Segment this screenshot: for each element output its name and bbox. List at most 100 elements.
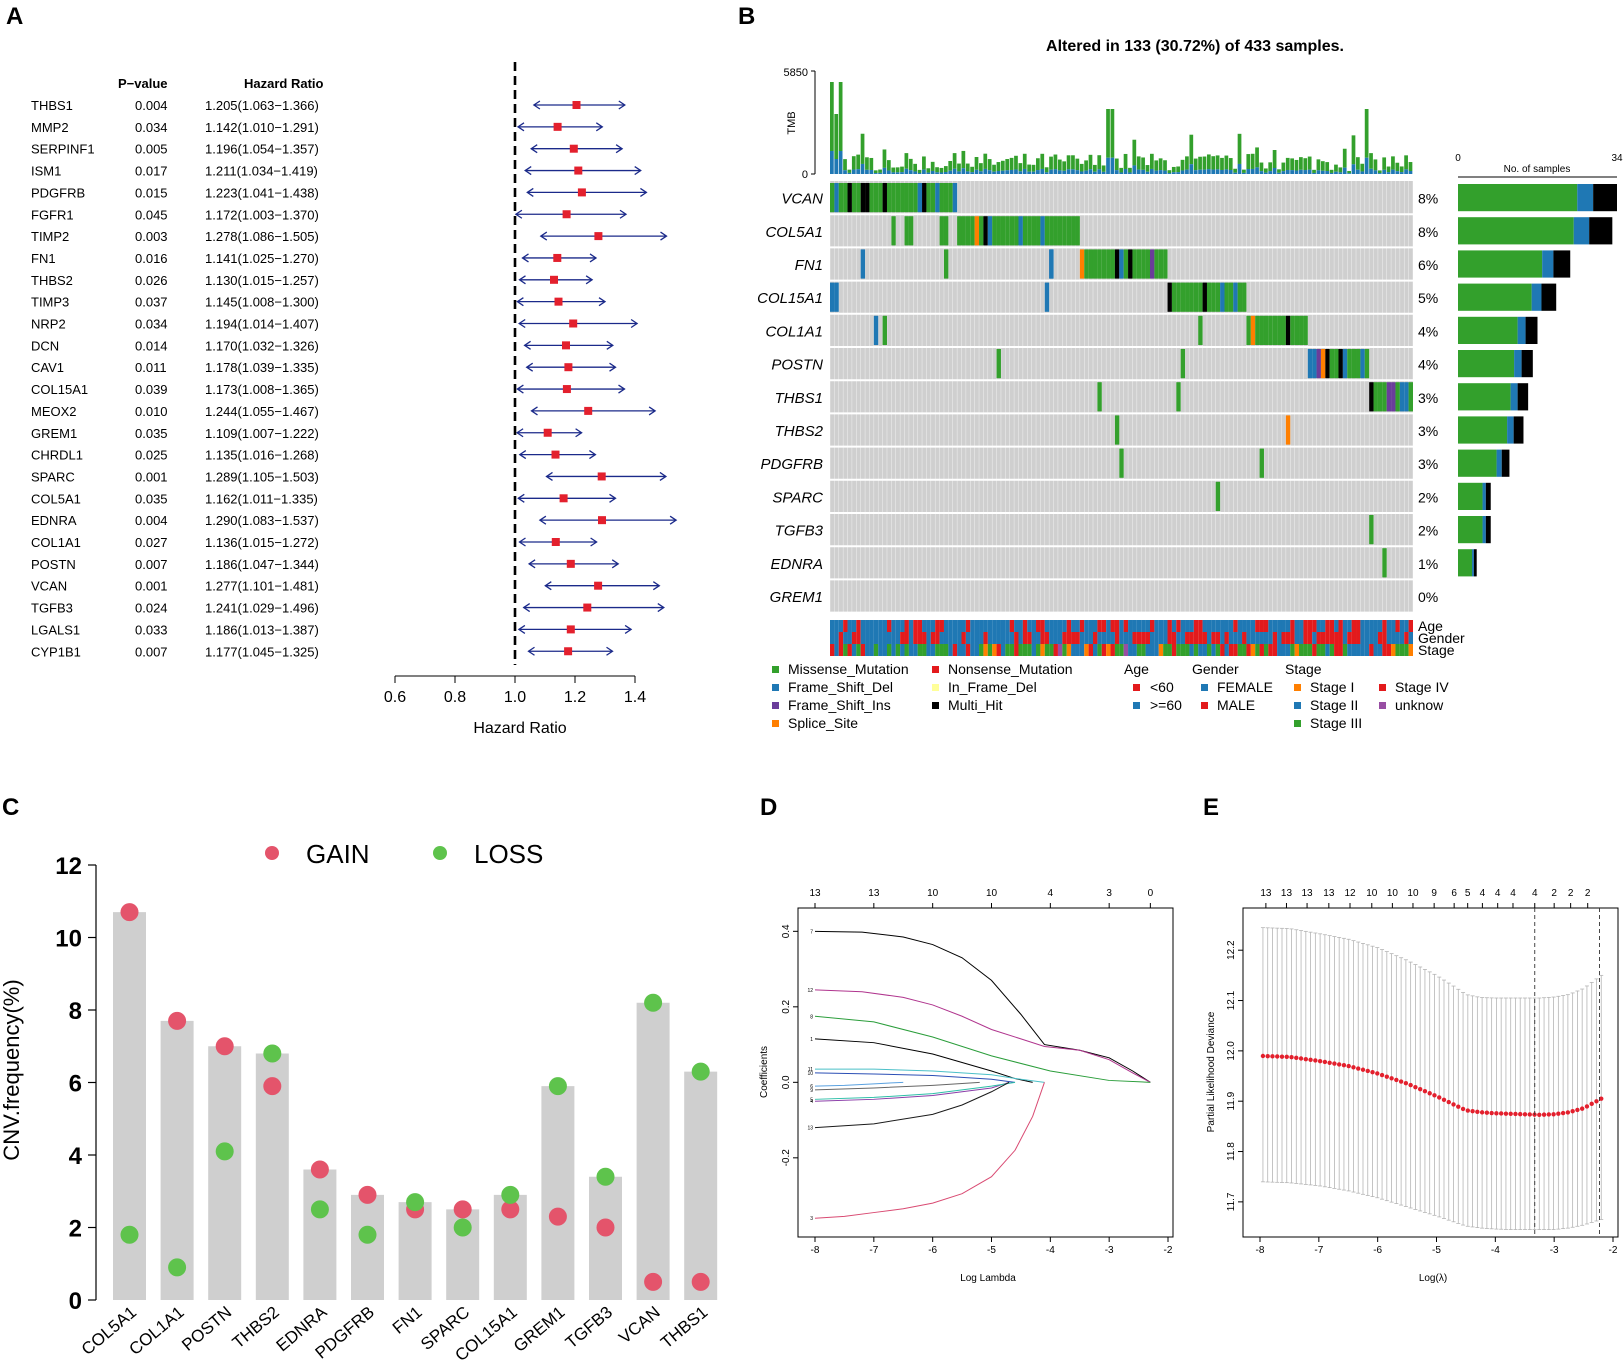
legend-mutation-swatch xyxy=(772,702,779,709)
lasso-coef-x-tick-label: -7 xyxy=(869,1245,878,1256)
tmb-bar-other xyxy=(900,172,904,174)
tmb-bar-other xyxy=(992,171,996,174)
annotation-age-cell xyxy=(1193,620,1199,632)
panel-label-c: C xyxy=(2,794,19,821)
annotation-stage-cell xyxy=(1316,644,1321,656)
legend-gender-swatch xyxy=(1201,684,1208,691)
annotation-stage-cell xyxy=(1176,644,1181,656)
tmb-bar-missense xyxy=(1154,160,1159,171)
oncoplot-mutation-cell xyxy=(935,183,940,213)
oncoplot-mutation-cell xyxy=(970,216,975,246)
oncoplot-mutation-cell xyxy=(1206,282,1212,312)
lasso-coef-path-label: 7 xyxy=(810,929,813,935)
oncoplot-title: Altered in 133 (30.72%) of 433 samples. xyxy=(1046,38,1344,55)
oncoplot-gene-label: THBS2 xyxy=(775,423,824,440)
side-bar-frameshift xyxy=(1517,316,1526,344)
forest-gene-label: ISM1 xyxy=(31,164,61,179)
lasso-cv-point xyxy=(1513,1111,1518,1117)
forest-ci-arrow-right xyxy=(624,624,633,634)
annotation-gender-cell xyxy=(1237,632,1243,644)
annotation-gender-cell xyxy=(1338,632,1343,644)
lasso-coef-path xyxy=(814,1081,1016,1100)
annotation-gender-cell xyxy=(856,632,861,644)
tmb-bar-missense xyxy=(1399,166,1404,173)
tmb-bar-other xyxy=(1000,170,1005,174)
cnv-loss-point xyxy=(120,1225,139,1244)
tmb-bar-other xyxy=(957,171,961,174)
forest-gene-label: VCAN xyxy=(31,579,67,594)
lasso-coef-x-tick-label: -4 xyxy=(1046,1245,1055,1256)
annotation-gender-cell xyxy=(1101,632,1107,644)
tmb-bar-missense xyxy=(860,133,865,164)
forest-hr-point xyxy=(584,406,593,415)
lasso-cv-point xyxy=(1503,1111,1509,1116)
oncoplot-gene-percent: 0% xyxy=(1418,589,1438,605)
tmb-bar-missense xyxy=(1360,163,1365,172)
annotation-age-cell xyxy=(1075,620,1080,632)
lasso-cv-point xyxy=(1527,1112,1532,1117)
annotation-age-cell xyxy=(1114,620,1120,632)
oncoplot-mutation-cell xyxy=(983,216,988,246)
forest-gene-label: FGFR1 xyxy=(31,207,74,222)
annotation-stage-cell xyxy=(987,644,993,656)
forest-gene-label: COL5A1 xyxy=(31,491,81,506)
annotation-gender-cell xyxy=(1158,632,1164,644)
annotation-stage-cell xyxy=(1224,644,1229,656)
oncoplot-gene-label: EDNRA xyxy=(770,556,823,573)
forest-hr-point xyxy=(562,210,571,219)
annotation-gender-cell xyxy=(983,632,988,644)
tmb-bar-other xyxy=(1119,172,1124,174)
tmb-bar-other xyxy=(1167,173,1172,174)
forest-ci-arrow-right xyxy=(634,166,642,176)
annotation-age-cell xyxy=(1246,620,1251,632)
tmb-bar-other xyxy=(1242,172,1246,174)
annotation-stage-cell xyxy=(1119,644,1124,656)
forest-ci-arrow-right xyxy=(630,318,639,329)
annotation-age-cell xyxy=(1079,620,1085,632)
oncoplot-mutation-cell xyxy=(1307,349,1313,379)
annotation-age-cell xyxy=(1369,620,1374,632)
oncoplot-mutation-cell xyxy=(830,183,835,213)
cnv-loss-point xyxy=(644,993,663,1012)
lasso-cv-point xyxy=(1308,1057,1313,1063)
forest-hr-point xyxy=(562,385,571,394)
annotation-stage-cell xyxy=(1263,644,1269,656)
annotation-gender-cell xyxy=(838,632,844,644)
oncoplot-mutation-cell xyxy=(1211,282,1216,312)
oncoplot-gene-label: GREM1 xyxy=(770,589,823,606)
oncoplot-mutation-cell xyxy=(939,216,944,246)
tmb-bar-missense xyxy=(1206,154,1211,170)
lasso-cv-top-tick-label: 10 xyxy=(1387,888,1399,899)
annotation-stage-cell xyxy=(992,644,997,656)
tmb-bar-other xyxy=(1399,172,1404,174)
tmb-bar-other xyxy=(1268,171,1273,174)
annotation-stage-cell xyxy=(1281,644,1286,656)
annotation-stage-cell xyxy=(1303,644,1308,656)
side-bar-multihit xyxy=(1553,250,1571,278)
tmb-bar-missense xyxy=(1329,169,1334,173)
oncoplot-mutation-cell xyxy=(1259,315,1264,345)
oncoplot-mutation-cell xyxy=(943,249,949,279)
side-axis-label: No. of samples xyxy=(1504,164,1571,175)
oncoplot-mutation-cell xyxy=(957,216,962,246)
oncoplot-mutation-cell xyxy=(943,216,949,246)
annotation-gender-cell xyxy=(1373,632,1378,644)
tmb-bar-other xyxy=(1009,169,1014,174)
oncoplot-mutation-cell xyxy=(1246,315,1251,345)
annotation-stage-cell xyxy=(1149,644,1155,656)
lasso-cv-point xyxy=(1303,1056,1309,1062)
annotation-gender-cell xyxy=(1027,632,1032,644)
annotation-gender-cell xyxy=(1031,632,1037,644)
forest-hr-point xyxy=(598,516,606,525)
tmb-bar-other xyxy=(1101,171,1106,174)
tmb-bar-other xyxy=(1185,169,1189,174)
cnv-bar xyxy=(303,1169,337,1300)
tmb-bar-missense xyxy=(1027,164,1031,172)
tmb-bar-missense xyxy=(1369,153,1373,169)
annotation-age-cell xyxy=(917,620,923,632)
annotation-age-cell xyxy=(1136,620,1142,632)
lasso-coef-path-label: 12 xyxy=(807,988,813,994)
tmb-bar-other xyxy=(926,172,931,174)
oncoplot-mutation-cell xyxy=(1386,382,1392,412)
